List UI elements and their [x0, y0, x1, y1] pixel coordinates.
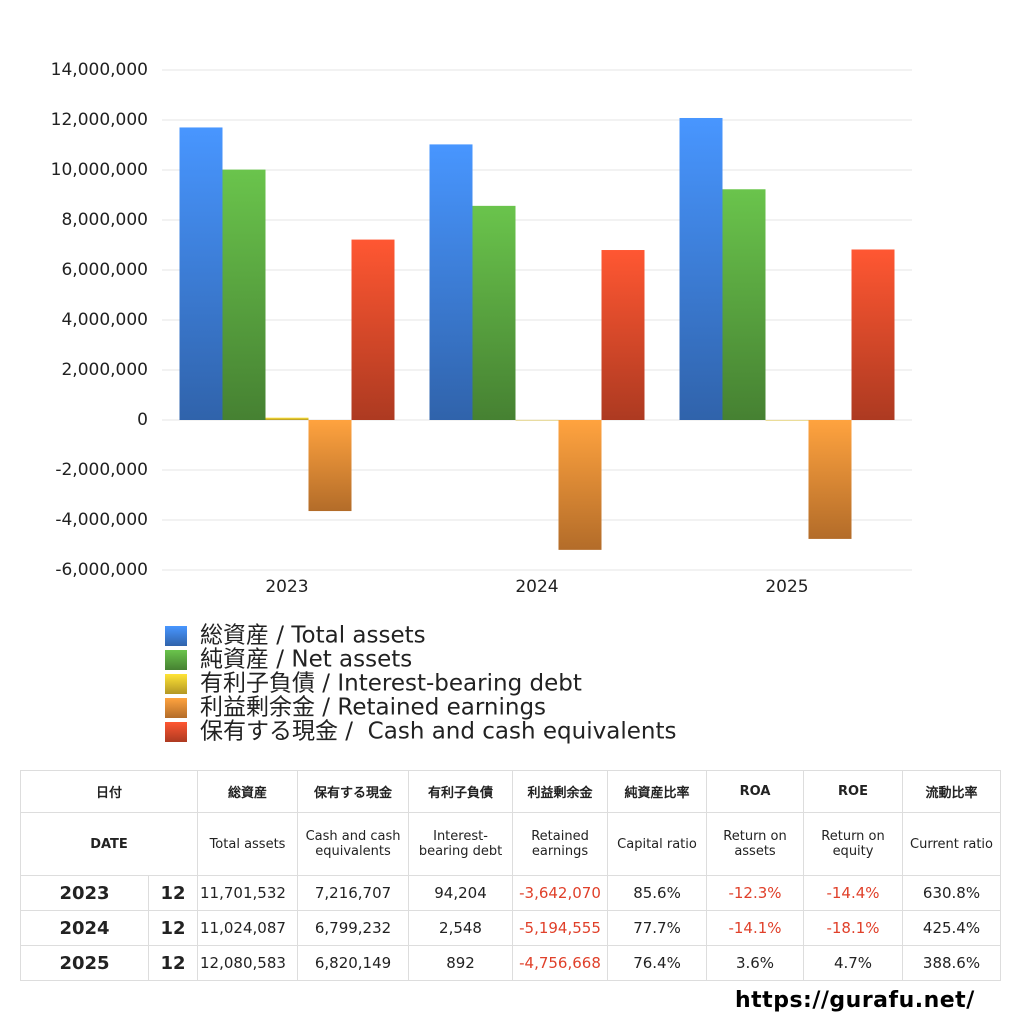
table-cell: 892	[408, 945, 514, 981]
table-cell: 7,216,707	[297, 875, 410, 911]
table-cell: 利益剰余金	[512, 770, 609, 813]
table-cell: -3,642,070	[512, 875, 609, 911]
legend-swatch	[165, 698, 187, 718]
y-tick-label: 6,000,000	[61, 260, 148, 280]
bar	[808, 420, 852, 539]
table-cell: 流動比率	[902, 770, 1002, 813]
y-tick-label: 2,000,000	[61, 360, 148, 380]
table-cell: -18.1%	[803, 910, 904, 946]
table-cell: ROA	[706, 770, 805, 813]
table-cell: -4,756,668	[512, 945, 609, 981]
bar	[722, 189, 766, 420]
legend-swatch	[165, 650, 187, 670]
bar	[265, 417, 309, 420]
table-cell: 4.7%	[803, 945, 904, 981]
table-cell: 12	[147, 910, 199, 946]
table-cell: 6,799,232	[297, 910, 410, 946]
table-cell: 425.4%	[902, 910, 1002, 946]
table-cell: 純資産比率	[607, 770, 708, 813]
table-cell: 11,024,087	[197, 910, 299, 946]
y-tick-label: 12,000,000	[51, 110, 148, 130]
bar	[472, 205, 516, 420]
table-cell: 2025	[20, 945, 149, 981]
table-cell: 3.6%	[706, 945, 805, 981]
bar	[558, 420, 602, 550]
table-cell: 日付	[19, 770, 199, 813]
legend-label: 有利子負債 / Interest-bearing debt	[200, 671, 582, 697]
table-cell: Cash and cash equivalents	[297, 812, 410, 876]
table-cell: Capital ratio	[607, 812, 708, 876]
y-tick-label: 10,000,000	[51, 160, 148, 180]
bar	[765, 419, 809, 421]
y-tick-label: 4,000,000	[61, 310, 148, 330]
table-cell: 77.7%	[607, 910, 708, 946]
table-cell: 12	[147, 875, 199, 911]
legend-label: 保有する現金 / Cash and cash equivalents	[200, 719, 676, 745]
table-cell: 630.8%	[902, 875, 1002, 911]
chart: -6,000,000 -4,000,000 -2,000,000 0 2,000,000…	[51, 60, 912, 745]
legend-swatch	[165, 674, 187, 694]
table-cell: 94,204	[408, 875, 514, 911]
table-cell: Interest-bearing debt	[408, 812, 514, 876]
table-cell: 6,820,149	[297, 945, 410, 981]
y-tick-label: 0	[137, 410, 148, 430]
y-tick-label: 14,000,000	[51, 60, 148, 80]
y-tick-label: -4,000,000	[55, 510, 148, 530]
bar	[222, 169, 266, 420]
bar	[851, 249, 895, 420]
footer-url: https://gurafu.net/	[735, 988, 975, 1013]
x-tick-label: 2023	[265, 577, 308, 597]
data-row: 2024 12 11,024,087 6,799,232 2,548 -5,194,555…	[20, 910, 1002, 946]
bar	[429, 144, 473, 420]
legend-label: 利益剰余金 / Retained earnings	[200, 695, 546, 721]
table-cell: Return on assets	[706, 812, 805, 876]
legend-label: 純資産 / Net assets	[200, 647, 412, 673]
table-cell: Total assets	[197, 812, 299, 876]
table-cell: ROE	[803, 770, 904, 813]
bar	[601, 250, 645, 420]
table-cell: -5,194,555	[512, 910, 609, 946]
table-cell: 388.6%	[902, 945, 1002, 981]
y-tick-label: 8,000,000	[61, 210, 148, 230]
header-row: DATE Total assets Cash and cash equivalent…	[19, 812, 1002, 876]
x-tick-label: 2024	[515, 577, 558, 597]
table-cell: 総資産	[197, 770, 299, 813]
bar	[308, 420, 352, 512]
table-cell: Current ratio	[902, 812, 1002, 876]
table-cell: 保有する現金	[297, 770, 410, 813]
table-cell: -14.1%	[706, 910, 805, 946]
table-cell: -14.4%	[803, 875, 904, 911]
table-cell: 2,548	[408, 910, 514, 946]
data-row: 2025 12 12,080,583 6,820,149 892 -4,756,668 76…	[20, 945, 1002, 981]
table-cell: 有利子負債	[408, 770, 514, 813]
table-cell: -12.3%	[706, 875, 805, 911]
table-cell: 12,080,583	[197, 945, 299, 981]
table-cell: DATE	[19, 812, 199, 876]
y-tick-label: -2,000,000	[55, 460, 148, 480]
table-cell: 76.4%	[607, 945, 708, 981]
table-cell: 2023	[20, 875, 149, 911]
data-table: 日付 総資産 保有する現金 有利子負債 利益剰余金 純資産比率 ROA ROE 流動比率 DATE…	[19, 770, 1002, 981]
bar	[351, 239, 395, 420]
legend-label: 総資産 / Total assets	[200, 623, 426, 649]
table-cell: Retained earnings	[512, 812, 609, 876]
data-row: 2023 12 11,701,532 7,216,707 94,204 -3,642,07…	[20, 875, 1002, 911]
legend-swatch	[165, 722, 187, 742]
bar	[679, 117, 723, 421]
legend-swatch	[165, 626, 187, 646]
table-cell: 12	[147, 945, 199, 981]
header-row: 日付 総資産 保有する現金 有利子負債 利益剰余金 純資産比率 ROA ROE 流動比率	[19, 770, 1002, 813]
y-tick-label: -6,000,000	[55, 560, 148, 580]
table-cell: 11,701,532	[197, 875, 299, 911]
bar	[515, 419, 559, 421]
bar	[179, 127, 223, 420]
table-cell: 2024	[20, 910, 149, 946]
table-cell: Return on equity	[803, 812, 904, 876]
table-cell: 85.6%	[607, 875, 708, 911]
x-tick-label: 2025	[765, 577, 808, 597]
